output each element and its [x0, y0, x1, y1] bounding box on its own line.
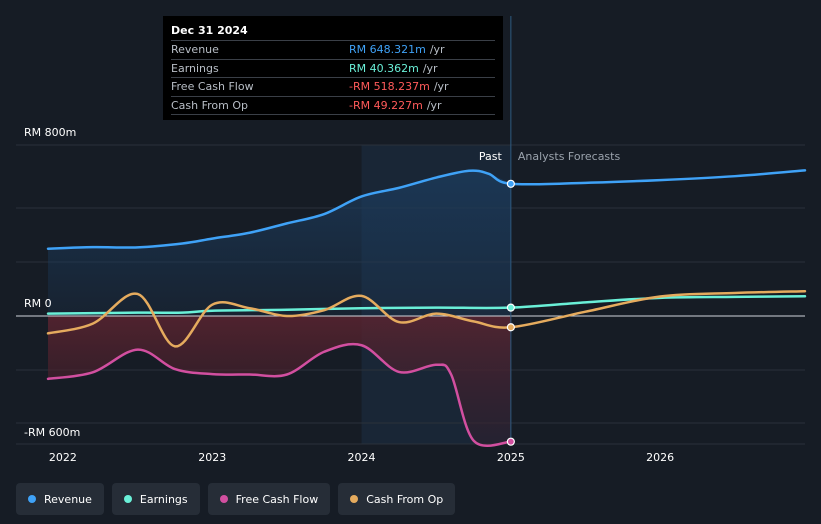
- legend-label: Revenue: [44, 492, 92, 506]
- cash-from-op-marker: [506, 323, 515, 332]
- revenue-line: [46, 169, 807, 250]
- y-tick-label: -RM 600m: [24, 426, 80, 439]
- area-fills: [48, 170, 511, 446]
- tooltip-label: Revenue: [171, 43, 219, 56]
- revenue-area: [48, 170, 511, 316]
- tooltip-row-earnings: Earnings RM 40.362m /yr: [171, 58, 495, 78]
- y-axis-labels: RM 800m RM 0 -RM 600m: [24, 126, 80, 439]
- legend-label: Earnings: [139, 492, 188, 506]
- past-label: Past: [479, 150, 503, 163]
- x-tick-label: 2022: [49, 451, 77, 464]
- cash-from-op-dot-icon: [350, 495, 359, 503]
- earnings-marker: [506, 303, 515, 312]
- forecast-label: Analysts Forecasts: [518, 150, 621, 163]
- tooltip-row-free-cash-flow: Free Cash Flow -RM 518.237m /yr: [171, 77, 495, 96]
- cash-from-op-line: [46, 289, 807, 348]
- tooltip-label: Earnings: [171, 61, 219, 75]
- revenue-marker: [506, 179, 515, 188]
- earnings-dot-icon: [123, 495, 132, 503]
- tooltip-date: Dec 31 2024: [171, 24, 248, 37]
- x-tick-label: 2025: [497, 451, 525, 464]
- y-tick-label: RM 800m: [24, 126, 76, 139]
- legend-item-earnings[interactable]: Earnings: [111, 483, 200, 515]
- earnings-line: [46, 295, 807, 315]
- tooltip-row-revenue: Revenue RM 648.321m /yr: [171, 40, 495, 59]
- series-lines: [46, 169, 807, 448]
- free-cash-flow-marker: [506, 437, 515, 446]
- tooltip: Dec 31 2024 Revenue RM 648.321m /yr Earn…: [163, 16, 503, 120]
- tooltip-unit: /yr: [433, 80, 449, 93]
- tooltip-value: -RM 49.227m: [349, 98, 423, 112]
- x-tick-label: 2024: [348, 451, 376, 464]
- legend-item-cash-from-op[interactable]: Cash From Op: [338, 483, 456, 515]
- tooltip-value: RM 648.321m: [349, 43, 426, 56]
- legend-label: Cash From Op: [366, 492, 444, 506]
- tooltip-row-cash-from-op: Cash From Op -RM 49.227m /yr: [171, 95, 495, 115]
- tooltip-label: Free Cash Flow: [171, 80, 254, 93]
- free-cash-flow-area: [48, 316, 511, 446]
- legend-item-revenue[interactable]: Revenue: [16, 483, 104, 515]
- x-tick-label: 2023: [198, 451, 226, 464]
- y-tick-label: RM 0: [24, 297, 52, 310]
- tooltip-label: Cash From Op: [171, 98, 249, 112]
- legend: Revenue Earnings Free Cash Flow Cash Fro…: [16, 483, 456, 515]
- revenue-dot-icon: [28, 495, 36, 503]
- tooltip-unit: /yr: [422, 61, 438, 75]
- legend-item-free-cash-flow[interactable]: Free Cash Flow: [207, 483, 331, 515]
- x-axis-labels: 2022 2023 2024 2025 2026: [49, 451, 674, 464]
- series-markers: [506, 179, 515, 446]
- free-cash-flow-line: [46, 342, 513, 448]
- x-tick-label: 2026: [646, 451, 674, 464]
- tooltip-value: RM 40.362m: [349, 61, 419, 75]
- legend-label: Free Cash Flow: [235, 492, 319, 506]
- tooltip-value: -RM 518.237m: [349, 80, 430, 93]
- free-cash-flow-dot-icon: [219, 495, 228, 503]
- tooltip-unit: /yr: [426, 98, 442, 112]
- tooltip-unit: /yr: [429, 43, 445, 56]
